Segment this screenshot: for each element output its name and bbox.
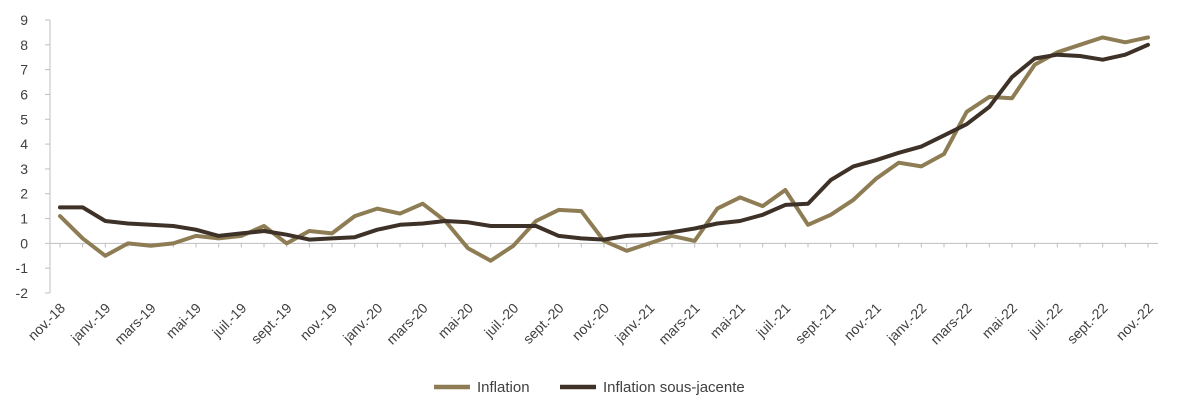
x-tick-label: juil.-22	[1024, 300, 1065, 341]
x-tick-label: nov.-19	[297, 300, 341, 344]
y-tick-label: 1	[20, 211, 28, 227]
x-tick-label: mai-22	[979, 300, 1021, 342]
x-tick-label: juil.-20	[480, 300, 521, 341]
x-tick-label: janv.-20	[339, 300, 386, 347]
y-tick-label: 8	[20, 37, 28, 53]
x-tick-label: juil.-19	[208, 300, 249, 341]
y-tick-label: 5	[20, 111, 28, 127]
y-tick-label: 0	[20, 235, 28, 251]
y-axis: -2 -1 0 1 2 3 4 5 6 7 8 9	[16, 12, 50, 301]
legend-label-inflation-sous-jacente: Inflation sous-jacente	[603, 379, 745, 396]
x-tick-label: janv.-22	[883, 300, 930, 347]
plot-area	[58, 35, 1150, 263]
x-tick-label: sept.-19	[248, 300, 295, 347]
x-tick-label: nov.-18	[25, 300, 69, 344]
y-tick-label: 9	[20, 12, 28, 28]
y-tick-label: -1	[16, 260, 29, 276]
x-tick-label: nov.-22	[1113, 300, 1157, 344]
x-tick-label: janv.-19	[67, 300, 114, 347]
y-tick-label: 3	[20, 161, 28, 177]
x-tick-label: mai-19	[163, 300, 205, 342]
x-tick-label: mai-21	[707, 300, 749, 342]
x-tick-label: mars-21	[655, 300, 703, 348]
x-tick-label: sept.-20	[520, 300, 567, 347]
x-tick-label: nov.-21	[841, 300, 885, 344]
x-tick-label: nov.-20	[569, 300, 613, 344]
series-line-inflation	[58, 35, 1150, 263]
y-tick-label: -2	[16, 285, 29, 301]
x-tick-label: mars-19	[111, 300, 159, 348]
legend-label-inflation: Inflation	[477, 379, 530, 396]
x-tick-label: sept.-22	[1064, 300, 1111, 347]
y-tick-label: 4	[20, 136, 28, 152]
series-line-inflation-sous-jacente	[58, 42, 1150, 242]
x-tick-label: janv.-21	[611, 300, 658, 347]
y-tick-label: 7	[20, 62, 28, 78]
x-tick-label: mai-20	[435, 300, 477, 342]
y-tick-label: 6	[20, 86, 28, 102]
x-tick-label: juil.-21	[752, 300, 793, 341]
x-tick-label: mars-20	[383, 300, 431, 348]
x-tick-label: mars-22	[927, 300, 975, 348]
y-tick-label: 2	[20, 186, 28, 202]
legend: Inflation Inflation sous-jacente	[434, 379, 745, 396]
x-tick-label: sept.-21	[792, 300, 839, 347]
